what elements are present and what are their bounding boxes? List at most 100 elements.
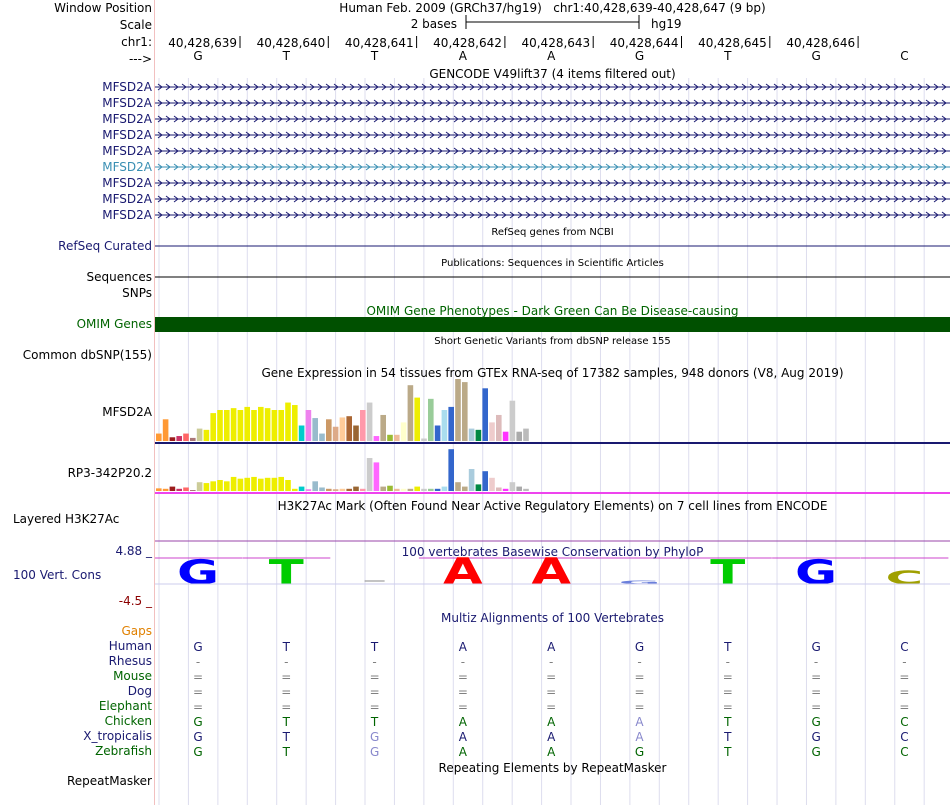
gene-item-label[interactable]: MFSD2A [102, 208, 152, 222]
gtex-gene2-bar [482, 471, 488, 491]
ruler-base: T [282, 49, 291, 63]
gene-item-label[interactable]: MFSD2A [102, 112, 152, 126]
multiz-base: G [811, 715, 820, 729]
ruler-base: G [193, 49, 202, 63]
gtex-gene1-bar [455, 379, 461, 441]
gene-item-label[interactable]: MFSD2A [102, 144, 152, 158]
gtex-gene1-bar [428, 398, 434, 441]
gtex-gene2-bar [162, 488, 169, 491]
gtex-gene1-bar [387, 434, 393, 441]
multiz-base: = [370, 670, 380, 684]
multiz-base: A [635, 730, 644, 744]
gtex-gene2-label[interactable]: RP3-342P20.2 [67, 466, 152, 480]
gtex-gene2-bar [156, 488, 162, 491]
gtex-gene1-bar [373, 436, 380, 441]
repeatmasker-track-label[interactable]: RepeatMasker [66, 774, 152, 788]
gtex-gene1-bar [190, 437, 196, 441]
multiz-base: A [547, 715, 556, 729]
gene-item-label[interactable]: MFSD2A [102, 192, 152, 206]
multiz-base: = [634, 685, 644, 699]
omim-track-label[interactable]: OMIM Genes [76, 317, 152, 331]
strand-label: ---> [128, 52, 152, 66]
gtex-gene1-bar [162, 419, 169, 441]
gtex-gene2-bar [326, 488, 332, 491]
track-image-area[interactable]: 40,428,639 40,428,640 40,428,641 40,428,642… [155, 0, 950, 805]
gtex-gene1-bar [285, 402, 291, 441]
multiz-base: C [900, 745, 908, 759]
ruler-coordinate: 40,428,640 [257, 36, 326, 50]
cons-logo-letter: A [443, 551, 483, 593]
gene-item-label[interactable]: MFSD2A [102, 128, 152, 142]
multiz-track-title: Multiz Alignments of 100 Vertebrates [440, 611, 665, 625]
ruler-base: G [811, 49, 820, 63]
pubs-track-label[interactable]: Sequences [86, 270, 152, 284]
gtex-gene2-bar [400, 488, 407, 491]
gtex-gene1-bar [441, 410, 448, 441]
cons-logo-letter: G [618, 580, 660, 585]
snps-track-label[interactable]: SNPs [122, 286, 152, 300]
gtex-gene2-bar [230, 476, 237, 491]
multiz-base: T [723, 715, 732, 729]
gtex-gene2-bar [298, 486, 305, 491]
gtex-gene2-bar [278, 476, 284, 491]
gaps-label: Gaps [121, 624, 152, 638]
position-text: chr1:40,428,639-40,428,647 (9 bp) [553, 1, 766, 15]
gtex-gene2-bar [244, 477, 250, 491]
chrom-label: chr1: [121, 35, 152, 49]
gtex-gene2-bar [258, 478, 264, 491]
multiz-base: T [370, 715, 379, 729]
multiz-base: - [814, 655, 818, 669]
multiz-base: = [458, 670, 468, 684]
multiz-base: = [281, 700, 291, 714]
multiz-base: G [193, 715, 202, 729]
multiz-base: = [281, 685, 291, 699]
multiz-base: - [284, 655, 288, 669]
gtex-gene1-bar [196, 428, 203, 441]
gtex-gene2-bar [285, 480, 291, 491]
ruler-coordinate: 40,428,644 [610, 36, 679, 50]
refseq-track-label[interactable]: RefSeq Curated [58, 239, 152, 253]
gtex-gene2-bar [373, 462, 380, 491]
dbsnp-track-label[interactable]: Common dbSNP(155) [22, 348, 152, 362]
multiz-base: = [546, 670, 556, 684]
multiz-base: = [281, 670, 291, 684]
gtex-gene1-label[interactable]: MFSD2A [102, 405, 152, 419]
cons-track-label[interactable]: 100 Vert. Cons [13, 568, 102, 582]
gtex-gene1-bar [210, 413, 216, 441]
ruler-base: G [635, 49, 644, 63]
gene-item-label[interactable]: MFSD2A [102, 80, 152, 94]
cons-logo-letter: T [269, 553, 304, 592]
gene-item-label[interactable]: MFSD2A [102, 96, 152, 110]
h3k27ac-track-label[interactable]: Layered H3K27Ac [13, 512, 120, 526]
gtex-gene2-bar [502, 488, 509, 491]
multiz-base: = [546, 685, 556, 699]
multiz-base: A [459, 745, 468, 759]
species-label: X_tropicalis [83, 729, 152, 743]
gtex-gene1-bar [523, 428, 529, 441]
gtex-gene2-bar [332, 489, 339, 491]
multiz-base: G [635, 745, 644, 759]
omim-track-title: OMIM Gene Phenotypes - Dark Green Can Be… [366, 304, 739, 318]
gtex-gene1-bar [516, 431, 522, 441]
gene-item-label[interactable]: MFSD2A [102, 176, 152, 190]
multiz-base: = [723, 700, 733, 714]
gtex-gene1-bar [400, 422, 407, 441]
multiz-base: G [193, 730, 202, 744]
gtex-gene2-bar [428, 488, 434, 491]
multiz-base: = [193, 670, 203, 684]
gtex-gene1-bar [394, 434, 400, 441]
gene-item-label[interactable]: MFSD2A [102, 160, 152, 174]
gtex-gene1-bar [468, 428, 475, 441]
multiz-base: C [900, 640, 908, 654]
multiz-base: = [193, 685, 203, 699]
scale-label: Scale [119, 18, 152, 32]
ruler-base: A [547, 49, 556, 63]
gene-strand-chevrons [157, 211, 947, 219]
gtex-gene1-bar [434, 425, 441, 441]
h3k27ac-track-title: H3K27Ac Mark (Often Found Near Active Re… [277, 499, 828, 513]
gtex-gene2-bar [421, 488, 427, 491]
ruler-base: A [459, 49, 468, 63]
gtex-gene2-bar [292, 488, 298, 491]
multiz-base: A [547, 640, 556, 654]
gtex-gene1-bar [298, 425, 305, 441]
